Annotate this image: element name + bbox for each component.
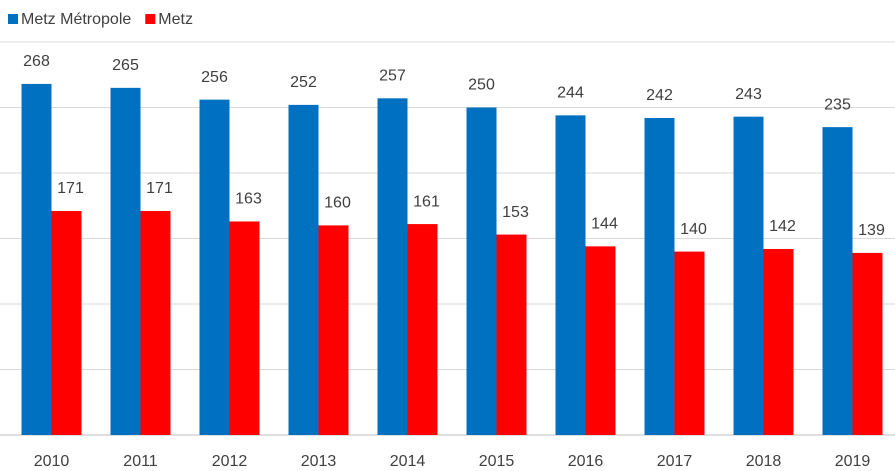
bar [229,221,260,435]
bar [496,234,527,435]
x-tick-label: 2011 [123,453,158,470]
bar [318,225,349,435]
x-tick-label: 2017 [657,453,693,470]
bar [733,116,764,436]
x-tick-label: 2013 [301,453,337,470]
data-label: 250 [468,77,495,94]
bar [466,107,497,435]
data-label: 268 [23,53,50,70]
legend-label: Metz [158,11,193,28]
legend-swatch [145,14,156,24]
bar [199,99,230,435]
data-label: 163 [235,191,262,208]
data-label: 161 [413,193,440,210]
data-label: 139 [858,222,885,239]
bar [644,117,675,435]
bar [21,83,52,436]
data-label: 252 [290,74,317,91]
x-tick-label: 2015 [479,453,515,470]
x-tick-label: 2016 [568,453,604,470]
data-label: 160 [324,195,351,212]
data-label: 257 [379,68,406,85]
x-tick-label: 2018 [746,453,782,470]
bar [110,87,141,435]
bar [377,98,408,435]
data-label: 144 [591,216,618,233]
data-label: 265 [112,57,139,74]
x-tick-label: 2014 [390,453,426,470]
bar [555,115,586,436]
bar [585,246,616,435]
bar [140,210,171,435]
data-label: 244 [557,85,584,102]
bar [763,248,794,435]
data-label: 235 [824,96,851,113]
legend-label: Metz Métropole [21,11,131,28]
x-tick-label: 2010 [34,453,70,470]
data-label: 171 [146,180,173,197]
legend-swatch [8,14,18,24]
data-label: 243 [735,86,762,103]
data-label: 140 [680,221,707,238]
data-label: 242 [646,87,673,104]
bar [407,224,438,435]
bar [822,127,853,436]
bar [852,252,883,435]
bar [674,251,705,435]
x-tick-label: 2012 [212,453,248,470]
data-label: 256 [201,69,228,86]
data-label: 142 [769,218,796,235]
x-tick-label: 2019 [835,453,871,470]
data-label: 153 [502,204,529,221]
bar [51,210,82,435]
bar [288,104,319,435]
data-label: 171 [57,180,84,197]
